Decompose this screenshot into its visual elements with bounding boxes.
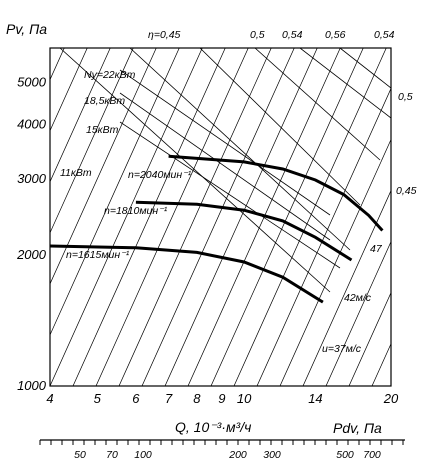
efficiency-line [299,48,391,119]
grid-line [256,87,391,386]
secondary-tick-label: 100 [134,449,152,461]
x-tick-label: 8 [193,391,201,406]
x-tick-label: 10 [237,391,252,406]
curve-layer [49,154,384,304]
efficiency-line [199,48,361,206]
grid-line [50,48,65,81]
secondary-axis-title: Pdv, Па [333,420,382,436]
diagonal-grid [50,48,422,386]
grid-line [279,138,391,386]
grid-line [118,48,272,386]
x-tick-label: 5 [94,391,102,406]
grid-line [233,48,387,386]
y-tick-labels: 1000 2000 3000 4000 5000 [16,74,47,393]
power-line [119,69,331,216]
series-label-1: n=2040мин⁻¹ [128,169,192,181]
grid-line [348,291,391,386]
grid-line [95,48,249,386]
grid-line [50,48,88,132]
velocity-label: u=37м/с [322,343,362,355]
power-label: Ny=22кВт [84,69,136,81]
secondary-tick-label: 50 [74,449,86,461]
grid-line [50,48,180,336]
velocity-label: 47 [370,243,383,255]
grid-line [210,48,364,386]
secondary-tick-label: 70 [106,449,118,461]
power-label: 15кВт [86,124,119,136]
series-line-1 [168,154,384,232]
efficiency-line [59,48,331,293]
x-tick-label: 7 [165,391,173,406]
efficiency-label: 0,56 [325,29,346,41]
secondary-axis-ticks: 50 70 100 200 300 500 700 [39,439,405,461]
x-tick-label: 4 [46,391,53,406]
x-tick-label: 6 [132,391,140,406]
secondary-tick-label: 300 [263,449,281,461]
y-tick-label: 2000 [16,247,47,262]
secondary-tick-label: 200 [228,449,247,461]
plot-border [49,47,392,387]
efficiency-label: 0,54 [282,29,303,41]
grid-line [50,48,111,183]
power-line [119,92,331,241]
power-line [119,121,341,269]
x-tick-label: 14 [308,391,322,406]
x-tick-labels: 4 5 6 7 8 9 10 14 20 [46,391,399,406]
efficiency-label: η=0,45 [148,29,181,41]
efficiency-line [129,48,351,251]
grid-line [325,240,391,386]
grid-line [418,48,422,386]
plot-frame [49,47,392,387]
x-tick-label: 9 [218,391,225,406]
efficiency-label: 0,5 [250,29,265,41]
grid-line [72,48,226,386]
secondary-tick-label: 700 [363,449,381,461]
y-tick-label: 1000 [17,378,47,393]
series-label-2: n=1810мин⁻¹ [104,205,168,217]
series-label-3: n=1615мин⁻¹ [66,249,130,261]
efficiency-line [339,48,391,89]
efficiency-label: 0,54 [374,29,395,41]
grid-line [50,48,134,234]
y-axis-title: Pv, Па [6,21,47,37]
x-tick-label: 20 [383,391,399,406]
efficiency-label: 0,45 [396,185,417,197]
series-line-2 [135,200,353,262]
power-label: 18,5кВт [84,95,125,107]
curve-labels: n=2040мин⁻¹ n=1810мин⁻¹ n=1615мин⁻¹ Ny=22кВ… [60,29,417,355]
secondary-tick-label: 500 [336,449,354,461]
y-tick-label: 3000 [17,171,47,186]
grid-line [302,189,391,386]
series-line-3 [49,244,324,304]
grid-line [141,48,295,386]
x-axis-title: Q, 10⁻³·м³/ч [175,419,251,435]
efficiency-label: 0,5 [398,91,413,103]
y-tick-label: 5000 [17,74,47,89]
velocity-label: 42м/с [344,292,372,304]
grid-line [50,48,157,285]
grid-line [50,48,203,386]
power-label: 11кВт [60,167,92,179]
efficiency-line [254,48,381,161]
y-tick-label: 4000 [17,116,47,131]
grid-line [164,48,318,386]
